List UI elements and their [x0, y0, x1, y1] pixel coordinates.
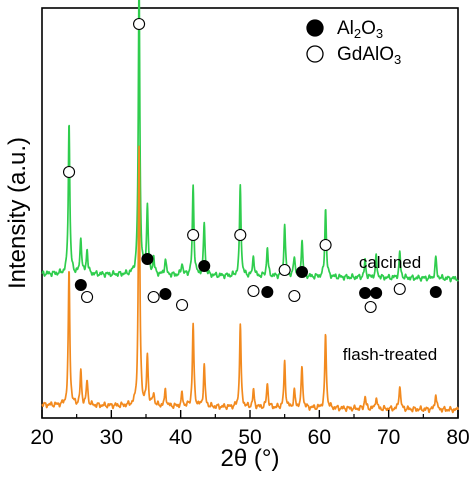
legend-label: GdAlO3	[337, 44, 401, 67]
legend-entry: Al2O3	[306, 18, 383, 41]
legend-label-part: 3	[376, 26, 383, 41]
legend-label-part: 2	[354, 26, 361, 41]
legend-filled-circle-icon	[306, 19, 324, 37]
gdalo3-peak-marker	[288, 289, 301, 303]
legend-label-part: Al	[337, 18, 354, 39]
x-tick-label: 30	[100, 426, 123, 449]
gdalo3-peak-marker	[133, 17, 146, 31]
x-tick-label: 70	[377, 426, 400, 449]
al2o3-peak-marker	[198, 260, 211, 272]
gdalo3-peak-marker	[364, 300, 377, 314]
series-line-flash-treated	[41, 145, 459, 414]
legend-entry: GdAlO3	[306, 44, 401, 67]
gdalo3-peak-marker	[393, 282, 406, 296]
series-line-calcined	[41, 0, 459, 283]
gdalo3-peak-marker	[247, 284, 260, 298]
al2o3-peak-marker	[296, 266, 308, 278]
legend-label: Al2O3	[337, 18, 383, 41]
al2o3-peak-marker	[159, 288, 172, 300]
x-tick-label: 20	[30, 426, 53, 449]
x-tick-label: 50	[238, 426, 261, 449]
axis-layer: 20 30 40 50 60 70 80 2θ (°) Intensity (a.u.)	[4, 137, 470, 472]
al2o3-peak-marker	[74, 279, 87, 291]
gdalo3-peak-marker	[81, 290, 94, 304]
legend-label-part: GdAlO	[337, 44, 394, 65]
series-label-flash-treated: flash-treated	[343, 345, 438, 364]
gdalo3-peak-marker	[147, 290, 160, 304]
legend-open-circle-icon	[306, 45, 324, 63]
x-axis-title: 2θ (°)	[221, 445, 280, 472]
x-tick-label: 80	[446, 426, 469, 449]
peak-marker-layer	[62, 17, 442, 314]
gdalo3-peak-marker	[278, 263, 291, 277]
al2o3-peak-marker	[141, 253, 154, 265]
gdalo3-peak-marker	[234, 228, 247, 242]
legend-label-part: O	[361, 18, 376, 39]
al2o3-peak-marker	[359, 287, 372, 299]
gdalo3-peak-marker	[62, 165, 76, 179]
series-label-layer: calcined flash-treated	[343, 253, 438, 364]
gdalo3-peak-marker	[176, 298, 189, 312]
y-axis-title: Intensity (a.u.)	[4, 137, 31, 289]
x-tick-label: 60	[308, 426, 331, 449]
gdalo3-peak-marker	[319, 238, 332, 252]
al2o3-peak-marker	[261, 286, 274, 298]
al2o3-peak-marker	[370, 287, 383, 299]
gdalo3-peak-marker	[187, 228, 200, 242]
al2o3-peak-marker	[429, 286, 442, 298]
legend-label-part: 3	[394, 52, 401, 67]
x-tick-label: 40	[169, 426, 192, 449]
series-label-calcined: calcined	[359, 253, 421, 272]
